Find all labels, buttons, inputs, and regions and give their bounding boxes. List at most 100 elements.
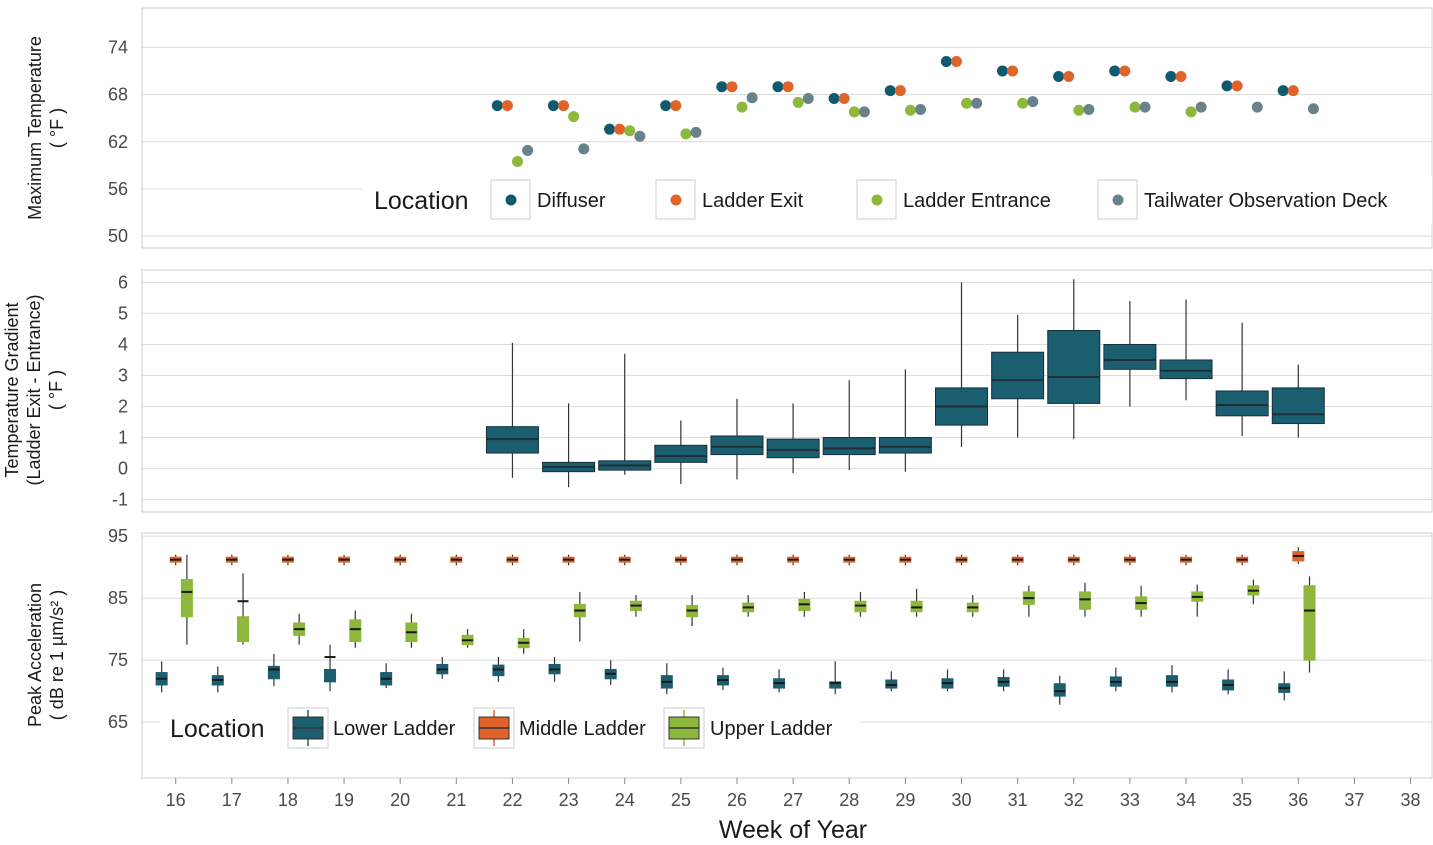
data-point	[1185, 106, 1197, 118]
data-point	[746, 92, 758, 104]
x-tick-label: 16	[166, 790, 186, 810]
data-point	[950, 56, 962, 68]
x-axis: 16 17 18 19 20 21 22 23 24 25 26 27 28 29 30 31 32 33 34 35…	[166, 778, 1421, 810]
data-point	[670, 100, 682, 112]
data-point	[1109, 65, 1121, 77]
y-tick-label: 68	[108, 85, 128, 105]
box-week-30	[966, 595, 979, 617]
box-body	[829, 681, 842, 689]
box-week-31	[997, 669, 1010, 692]
legend: Location Lower Ladder Middle Ladder Upper L…	[160, 704, 860, 752]
y-axis-title-line: ( °F )	[46, 370, 66, 410]
box-body	[1303, 585, 1316, 661]
legend-marker	[670, 194, 682, 206]
data-point	[558, 100, 570, 112]
data-point	[522, 144, 534, 156]
data-point	[547, 100, 559, 112]
data-point	[512, 155, 524, 167]
y-tick-label: 56	[108, 179, 128, 199]
y-axis-title-line: Maximum Temperature	[25, 36, 45, 220]
box-week-33	[1109, 667, 1122, 692]
box-week-28	[822, 380, 876, 471]
box-week-27	[798, 591, 811, 617]
data-point	[772, 81, 784, 93]
data-point	[624, 125, 636, 137]
box-week-28	[829, 661, 842, 695]
box-week-18	[267, 653, 280, 687]
data-point	[1139, 101, 1151, 113]
box-week-36	[1303, 576, 1316, 673]
box-week-32	[1053, 675, 1066, 705]
legend-label: Tailwater Observation Deck	[1144, 190, 1388, 212]
x-tick-label: 24	[615, 790, 635, 810]
box-week-25	[654, 420, 708, 485]
series-ladder-exit	[501, 56, 1299, 135]
y-tick-label: 1	[118, 428, 128, 448]
panel-peak-acceleration: 65 75 85 95 Peak Acceleration( dB re 1 µm/s²…	[25, 526, 1433, 779]
box-week-35	[1222, 669, 1235, 695]
box-week-24	[604, 660, 617, 685]
data-point	[1251, 101, 1263, 113]
box-week-24	[618, 554, 631, 566]
data-point	[614, 123, 626, 135]
x-tick-label: 32	[1064, 790, 1084, 810]
box-week-32	[1047, 279, 1101, 440]
box-week-17	[225, 554, 238, 566]
data-point	[1007, 65, 1019, 77]
box-week-22	[506, 554, 519, 566]
box-week-36	[1292, 547, 1305, 565]
box-week-33	[1135, 585, 1148, 617]
x-tick-label: 34	[1176, 790, 1196, 810]
data-point	[578, 143, 590, 155]
y-tick-label: 62	[108, 132, 128, 152]
box-week-18	[293, 613, 306, 645]
box-week-18	[281, 554, 294, 566]
data-point	[1175, 70, 1187, 82]
data-point	[1027, 96, 1039, 108]
series-lower-ladder	[155, 644, 1291, 705]
box-week-36	[1271, 364, 1325, 438]
y-tick-label: 50	[108, 226, 128, 246]
box-week-33	[1103, 301, 1157, 407]
box-week-35	[1236, 554, 1249, 566]
box-week-32	[1067, 554, 1080, 566]
box-week-30	[955, 554, 968, 566]
x-tick-label: 26	[727, 790, 747, 810]
data-point	[782, 81, 794, 93]
box-body	[1078, 591, 1091, 610]
box-week-20	[394, 554, 407, 566]
x-tick-label: 29	[895, 790, 915, 810]
y-tick-label: -1	[112, 490, 128, 510]
y-tick-label: 75	[108, 650, 128, 670]
box-body	[654, 444, 708, 463]
y-tick-label: 95	[108, 526, 128, 546]
series-diffuser	[491, 56, 1289, 135]
box-week-24	[598, 353, 652, 475]
y-tick-label: 4	[118, 334, 128, 354]
data-point	[848, 106, 860, 118]
x-tick-label: 28	[839, 790, 859, 810]
box-body	[1053, 683, 1066, 697]
legend-label: Upper Ladder	[710, 718, 833, 740]
box-body	[878, 437, 932, 454]
box-body	[710, 435, 764, 456]
x-tick-label: 30	[951, 790, 971, 810]
box-body	[1271, 387, 1325, 425]
data-point	[1221, 80, 1233, 92]
x-axis-title: Week of Year	[719, 816, 867, 844]
data-point	[726, 81, 738, 93]
data-point	[1053, 70, 1065, 82]
series-upper-ladder	[180, 554, 1316, 673]
box-week-28	[854, 591, 867, 617]
data-point	[501, 100, 513, 112]
series-ladder-entrance	[512, 96, 1197, 167]
box-body	[349, 619, 362, 643]
x-tick-label: 18	[278, 790, 298, 810]
data-point	[690, 126, 702, 138]
data-point	[904, 104, 916, 116]
box-week-21	[436, 657, 449, 679]
legend-label: Ladder Exit	[702, 190, 804, 212]
box-body	[324, 668, 337, 683]
box-week-32	[1078, 582, 1091, 617]
